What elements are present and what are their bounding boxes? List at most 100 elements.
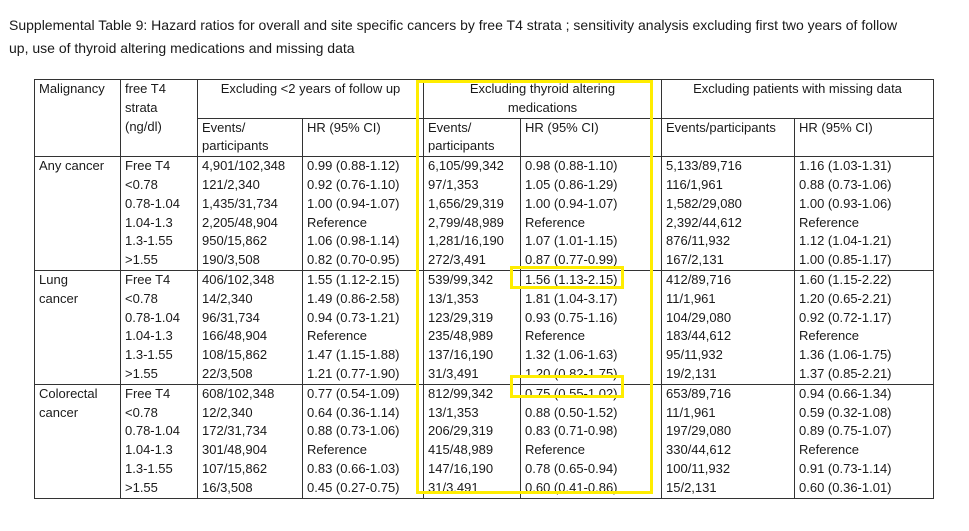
hr-g2-cell: 1.32 (1.06-1.63) bbox=[520, 346, 662, 365]
strata-cell: 1.3-1.55 bbox=[120, 346, 198, 365]
events-g3-cell: 330/44,612 bbox=[661, 441, 795, 460]
events-g2-cell: 1,281/16,190 bbox=[423, 232, 521, 252]
hr-g1-cell: Reference bbox=[302, 213, 424, 233]
events-g2-cell: 123/29,319 bbox=[423, 308, 521, 328]
events-g3-cell: 15/2,131 bbox=[661, 478, 795, 499]
header-events-g2: Events/ participants bbox=[423, 117, 521, 158]
events-g1-cell: 107/15,862 bbox=[197, 459, 303, 479]
hr-g3-cell: 1.16 (1.03-1.31) bbox=[794, 156, 934, 176]
table-row: <0.78 121/2,340 0.92 (0.76-1.10) 97/1,353 1.… bbox=[35, 175, 934, 195]
table-row: >1.55 16/3,508 0.45 (0.27-0.75) 31/3,491 0.6… bbox=[35, 478, 934, 499]
events-g2-cell: 13/1,353 bbox=[423, 289, 521, 309]
hr-g3-cell: 1.36 (1.06-1.75) bbox=[794, 346, 934, 365]
hr-g3-cell: Reference bbox=[794, 441, 934, 460]
hr-g1-cell: 1.06 (0.98-1.14) bbox=[302, 232, 424, 252]
events-g3-cell: 11/1,961 bbox=[661, 403, 795, 423]
events-g1-cell: 950/15,862 bbox=[197, 232, 303, 252]
header-hr-g1: HR (95% CI) bbox=[302, 117, 424, 158]
hr-g2-cell: 1.56 (1.13-2.15) bbox=[520, 269, 662, 290]
events-g2-cell: 31/3,491 bbox=[423, 478, 521, 499]
strata-cell: >1.55 bbox=[120, 251, 198, 271]
strata-cell: 1.04-1.3 bbox=[120, 441, 198, 460]
header-events-g1: Events/ participants bbox=[197, 117, 303, 158]
table-row: 0.78-1.04 96/31,734 0.94 (0.73-1.21) 123/29… bbox=[35, 308, 934, 328]
events-g3-cell: 5,133/89,716 bbox=[661, 156, 795, 176]
header-row-1: Malignancy free T4 strata (ng/dl) Exclud… bbox=[34, 78, 934, 158]
strata-cell: 1.04-1.3 bbox=[120, 213, 198, 233]
events-g3-cell: 1,582/29,080 bbox=[661, 194, 795, 214]
events-g1-cell: 22/3,508 bbox=[197, 364, 303, 385]
events-g3-cell: 95/11,932 bbox=[661, 346, 795, 365]
strata-cell: Free T4 bbox=[120, 383, 198, 404]
events-g1-cell: 16/3,508 bbox=[197, 478, 303, 499]
events-g3-cell: 876/11,932 bbox=[661, 232, 795, 252]
events-g1-cell: 406/102,348 bbox=[197, 269, 303, 290]
strata-cell: <0.78 bbox=[120, 289, 198, 309]
hr-g3-cell: 0.89 (0.75-1.07) bbox=[794, 422, 934, 442]
table-row: 1.3-1.55 950/15,862 1.06 (0.98-1.14) 1,281/… bbox=[35, 232, 934, 252]
strata-cell: >1.55 bbox=[120, 364, 198, 385]
hr-g3-cell: 0.88 (0.73-1.06) bbox=[794, 175, 934, 195]
events-g2-cell: 206/29,319 bbox=[423, 422, 521, 442]
events-g3-cell: 197/29,080 bbox=[661, 422, 795, 442]
hr-g2-cell: Reference bbox=[520, 213, 662, 233]
strata-cell: Free T4 bbox=[120, 269, 198, 290]
hr-g3-cell: 1.20 (0.65-2.21) bbox=[794, 289, 934, 309]
events-g3-cell: 116/1,961 bbox=[661, 175, 795, 195]
events-g3-cell: 412/89,716 bbox=[661, 269, 795, 290]
strata-cell: 1.3-1.55 bbox=[120, 232, 198, 252]
table-row: Any cancer Free T4 4,901/102,348 0.99 (0.88… bbox=[34, 156, 934, 271]
hr-g1-cell: 0.77 (0.54-1.09) bbox=[302, 383, 424, 404]
table-row: 0.78-1.04 1,435/31,734 1.00 (0.94-1.07) 1,6… bbox=[35, 194, 934, 214]
malignancy-label: Colorectal cancer bbox=[34, 383, 121, 499]
events-g1-cell: 1,435/31,734 bbox=[197, 194, 303, 214]
events-g1-cell: 121/2,340 bbox=[197, 175, 303, 195]
hr-g3-cell: 1.00 (0.93-1.06) bbox=[794, 194, 934, 214]
events-g2-cell: 235/48,989 bbox=[423, 327, 521, 347]
hr-g2-cell: 1.20 (0.82-1.75) bbox=[520, 364, 662, 385]
events-g2-cell: 2,799/48,989 bbox=[423, 213, 521, 233]
events-g1-cell: 190/3,508 bbox=[197, 251, 303, 271]
hr-g2-cell: 1.00 (0.94-1.07) bbox=[520, 194, 662, 214]
events-g3-cell: 183/44,612 bbox=[661, 327, 795, 347]
hr-g1-cell: 0.99 (0.88-1.12) bbox=[302, 156, 424, 176]
events-g1-cell: 2,205/48,904 bbox=[197, 213, 303, 233]
events-g3-cell: 104/29,080 bbox=[661, 308, 795, 328]
hr-g3-cell: Reference bbox=[794, 327, 934, 347]
events-g2-cell: 272/3,491 bbox=[423, 251, 521, 271]
strata-cell: >1.55 bbox=[120, 478, 198, 499]
events-g2-cell: 415/48,989 bbox=[423, 441, 521, 460]
table-caption: Supplemental Table 9: Hazard ratios for … bbox=[9, 14, 961, 60]
hr-g1-cell: 0.88 (0.73-1.06) bbox=[302, 422, 424, 442]
hr-g2-cell: 0.78 (0.65-0.94) bbox=[520, 459, 662, 479]
events-g3-cell: 100/11,932 bbox=[661, 459, 795, 479]
hr-g1-cell: 0.64 (0.36-1.14) bbox=[302, 403, 424, 423]
hr-g3-cell: 0.92 (0.72-1.17) bbox=[794, 308, 934, 328]
events-g1-cell: 608/102,348 bbox=[197, 383, 303, 404]
events-g2-cell: 1,656/29,319 bbox=[423, 194, 521, 214]
table-row: <0.78 12/2,340 0.64 (0.36-1.14) 13/1,353 0.8… bbox=[35, 403, 934, 423]
events-g2-cell: 97/1,353 bbox=[423, 175, 521, 195]
events-g1-cell: 14/2,340 bbox=[197, 289, 303, 309]
strata-cell: 1.3-1.55 bbox=[120, 459, 198, 479]
events-g2-cell: 6,105/99,342 bbox=[423, 156, 521, 176]
hr-g3-cell: 1.12 (1.04-1.21) bbox=[794, 232, 934, 252]
hr-g3-cell: 0.59 (0.32-1.08) bbox=[794, 403, 934, 423]
hr-g2-cell: 0.88 (0.50-1.52) bbox=[520, 403, 662, 423]
hr-g2-cell: 0.60 (0.41-0.86) bbox=[520, 478, 662, 499]
events-g1-cell: 4,901/102,348 bbox=[197, 156, 303, 176]
strata-cell: <0.78 bbox=[120, 403, 198, 423]
hr-g2-cell: 0.83 (0.71-0.98) bbox=[520, 422, 662, 442]
header-events-g3: Events/participants bbox=[661, 117, 795, 158]
hr-g3-cell: 0.91 (0.73-1.14) bbox=[794, 459, 934, 479]
hr-g1-cell: 0.92 (0.76-1.10) bbox=[302, 175, 424, 195]
hr-g3-cell: 0.94 (0.66-1.34) bbox=[794, 383, 934, 404]
hr-g1-cell: 0.45 (0.27-0.75) bbox=[302, 478, 424, 499]
table-row: >1.55 22/3,508 1.21 (0.77-1.90) 31/3,491 1.2… bbox=[35, 364, 934, 385]
malignancy-label: Any cancer bbox=[34, 156, 121, 271]
hr-g1-cell: 1.00 (0.94-1.07) bbox=[302, 194, 424, 214]
hr-g1-cell: 1.55 (1.12-2.15) bbox=[302, 269, 424, 290]
header-row-2: Events/ participants HR (95% CI) Events/… bbox=[35, 117, 934, 158]
header-hr-g3: HR (95% CI) bbox=[794, 117, 934, 158]
caption-line-1: Supplemental Table 9: Hazard ratios for … bbox=[9, 17, 898, 33]
